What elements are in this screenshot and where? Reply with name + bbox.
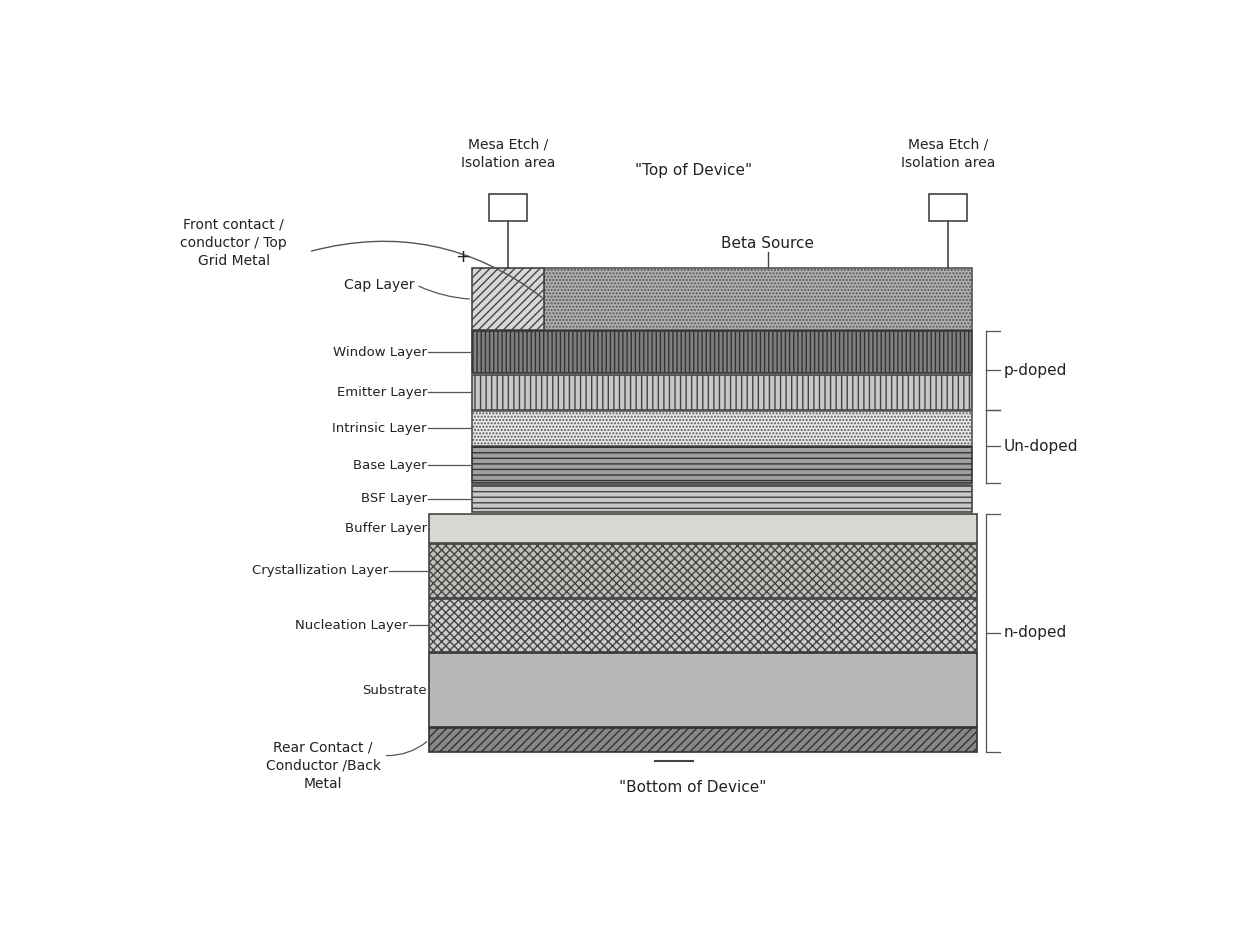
Bar <box>472 485 972 512</box>
Bar <box>429 599 977 652</box>
Bar <box>472 332 972 373</box>
Text: n-doped: n-doped <box>1003 625 1066 640</box>
Bar <box>544 269 972 330</box>
Text: Buffer Layer: Buffer Layer <box>345 522 427 535</box>
Text: "Bottom of Device": "Bottom of Device" <box>620 780 766 795</box>
Bar <box>429 544 977 598</box>
Text: Window Layer: Window Layer <box>334 346 427 359</box>
Bar <box>929 194 967 222</box>
Text: +: + <box>455 247 470 265</box>
Text: Rear Contact /
Conductor /Back
Metal: Rear Contact / Conductor /Back Metal <box>265 741 381 791</box>
Text: BSF Layer: BSF Layer <box>361 492 427 505</box>
Text: Mesa Etch /
Isolation area: Mesa Etch / Isolation area <box>900 138 994 170</box>
Text: Beta Source: Beta Source <box>722 236 815 251</box>
Text: Emitter Layer: Emitter Layer <box>336 385 427 399</box>
Bar <box>472 269 544 330</box>
Text: Cap Layer: Cap Layer <box>343 278 414 292</box>
Bar <box>472 447 972 483</box>
Bar <box>472 411 972 446</box>
Bar <box>429 728 977 752</box>
Text: Base Layer: Base Layer <box>353 459 427 472</box>
Bar <box>429 514 977 542</box>
Text: Substrate: Substrate <box>362 684 427 697</box>
Bar <box>489 194 527 222</box>
Text: Crystallization Layer: Crystallization Layer <box>253 564 388 577</box>
Text: Front contact /
conductor / Top
Grid Metal: Front contact / conductor / Top Grid Met… <box>181 218 288 269</box>
Text: "Top of Device": "Top of Device" <box>635 164 751 179</box>
Bar <box>472 375 972 410</box>
Bar <box>429 653 977 727</box>
Text: Intrinsic Layer: Intrinsic Layer <box>332 422 427 435</box>
Text: Un-doped: Un-doped <box>1003 439 1078 454</box>
Text: Nucleation Layer: Nucleation Layer <box>295 619 408 632</box>
Text: Mesa Etch /
Isolation area: Mesa Etch / Isolation area <box>461 138 556 170</box>
Text: p-doped: p-doped <box>1003 363 1066 378</box>
